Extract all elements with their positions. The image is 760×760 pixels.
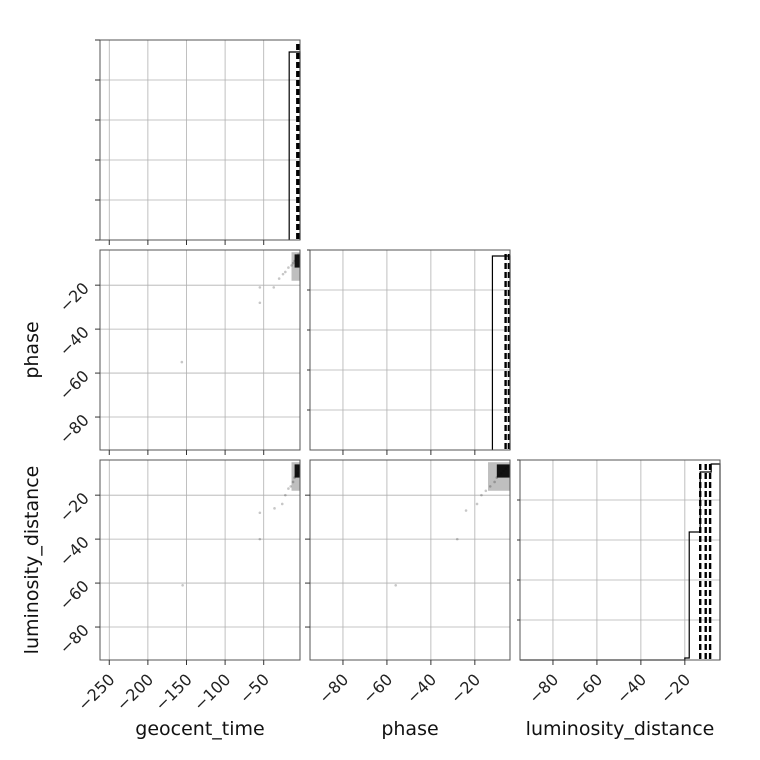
panel-frame-ph-ph <box>309 249 511 451</box>
scatter-point-ph-ld-4 <box>480 493 483 497</box>
tick-label-y-phase-3: −20 <box>56 279 93 316</box>
x-axis-label-ph: phase <box>381 718 438 740</box>
panel-frame-gt-ld <box>99 459 301 661</box>
density-halo-gt-ld <box>291 462 300 491</box>
scatter-point-ph-ld-6 <box>488 485 492 488</box>
tick-label-x-phase-0: −80 <box>315 670 352 707</box>
scatter-point-gt-ld-7 <box>289 485 293 488</box>
scatter-point-ph-ld-1 <box>455 537 459 541</box>
tick-label-x-phase-3: −20 <box>447 670 484 707</box>
scatter-point-gt-ld-2 <box>258 537 262 541</box>
scatter-point-gt-ph-6 <box>284 270 287 274</box>
tick-label-y-luminosity_distance-0: −80 <box>56 620 93 657</box>
tick-label-x-luminosity_distance-3: −20 <box>657 670 694 707</box>
tick-label-x-phase-1: −60 <box>359 670 396 707</box>
tick-label-x-phase-2: −40 <box>403 670 440 707</box>
tick-label-y-phase-0: −80 <box>56 410 93 447</box>
panel-frame-gt-ph <box>99 249 301 451</box>
scatter-point-gt-ld-3 <box>273 507 276 510</box>
x-axis-label-gt: geocent_time <box>135 718 264 740</box>
scatter-point-gt-ph-2 <box>258 301 262 305</box>
tick-label-x-geocent_time-4: −50 <box>236 670 273 707</box>
scatter-point-gt-ph-9 <box>291 261 295 265</box>
density-halo-gt-ph <box>291 252 300 281</box>
scatter-point-gt-ph-0 <box>180 360 184 364</box>
histogram-ld <box>520 463 721 661</box>
scatter-point-ph-ld-0 <box>394 583 398 587</box>
scatter-point-ph-ld-5 <box>484 489 488 493</box>
tick-label-y-luminosity_distance-1: −60 <box>56 576 93 613</box>
scatter-point-ph-ld-3 <box>475 502 479 506</box>
scatter-point-gt-ph-7 <box>287 266 290 269</box>
tick-label-x-luminosity_distance-1: −60 <box>569 670 606 707</box>
density-halo-ph-ld <box>488 462 510 491</box>
scatter-point-gt-ld-8 <box>291 480 295 484</box>
density-core-ph-ld <box>496 464 510 478</box>
scatter-point-gt-ph-5 <box>281 272 285 276</box>
scatter-point-ph-ld-7 <box>493 480 496 484</box>
tick-label-x-luminosity_distance-2: −40 <box>613 670 650 707</box>
y-axis-label-ph: phase <box>21 321 43 378</box>
tick-label-y-luminosity_distance-2: −40 <box>56 533 93 570</box>
scatter-point-ph-ld-2 <box>464 509 468 512</box>
panel-frame-ld-ld <box>519 459 721 661</box>
scatter-point-gt-ld-1 <box>258 511 262 515</box>
histogram-ph <box>491 255 511 450</box>
scatter-point-gt-ph-3 <box>272 286 276 289</box>
density-core-gt-ld <box>294 464 300 478</box>
tick-label-y-phase-1: −60 <box>56 366 93 403</box>
tick-label-x-geocent_time-3: −100 <box>190 670 235 715</box>
tick-label-x-geocent_time-2: −150 <box>151 670 196 715</box>
scatter-point-gt-ph-8 <box>290 264 293 267</box>
scatter-point-gt-ld-0 <box>181 583 184 587</box>
tick-label-x-geocent_time-1: −200 <box>113 670 158 715</box>
scatter-point-gt-ph-1 <box>258 286 262 289</box>
panel-frame-ph-ld <box>309 459 511 661</box>
scatter-point-gt-ld-4 <box>280 502 284 506</box>
scatter-point-gt-ld-5 <box>284 493 287 497</box>
y-axis-label-ld: luminosity_distance <box>21 466 43 655</box>
density-core-gt-ph <box>294 254 300 268</box>
tick-label-y-luminosity_distance-3: −20 <box>56 489 93 526</box>
tick-label-x-geocent_time-0: −250 <box>74 670 119 715</box>
scatter-point-gt-ph-4 <box>277 277 281 280</box>
tick-label-x-luminosity_distance-0: −80 <box>525 670 562 707</box>
x-axis-label-ld: luminosity_distance <box>526 718 715 740</box>
scatter-point-gt-ld-6 <box>287 487 290 490</box>
panel-frame-gt-gt <box>99 39 301 241</box>
tick-label-y-phase-2: −40 <box>56 323 93 360</box>
